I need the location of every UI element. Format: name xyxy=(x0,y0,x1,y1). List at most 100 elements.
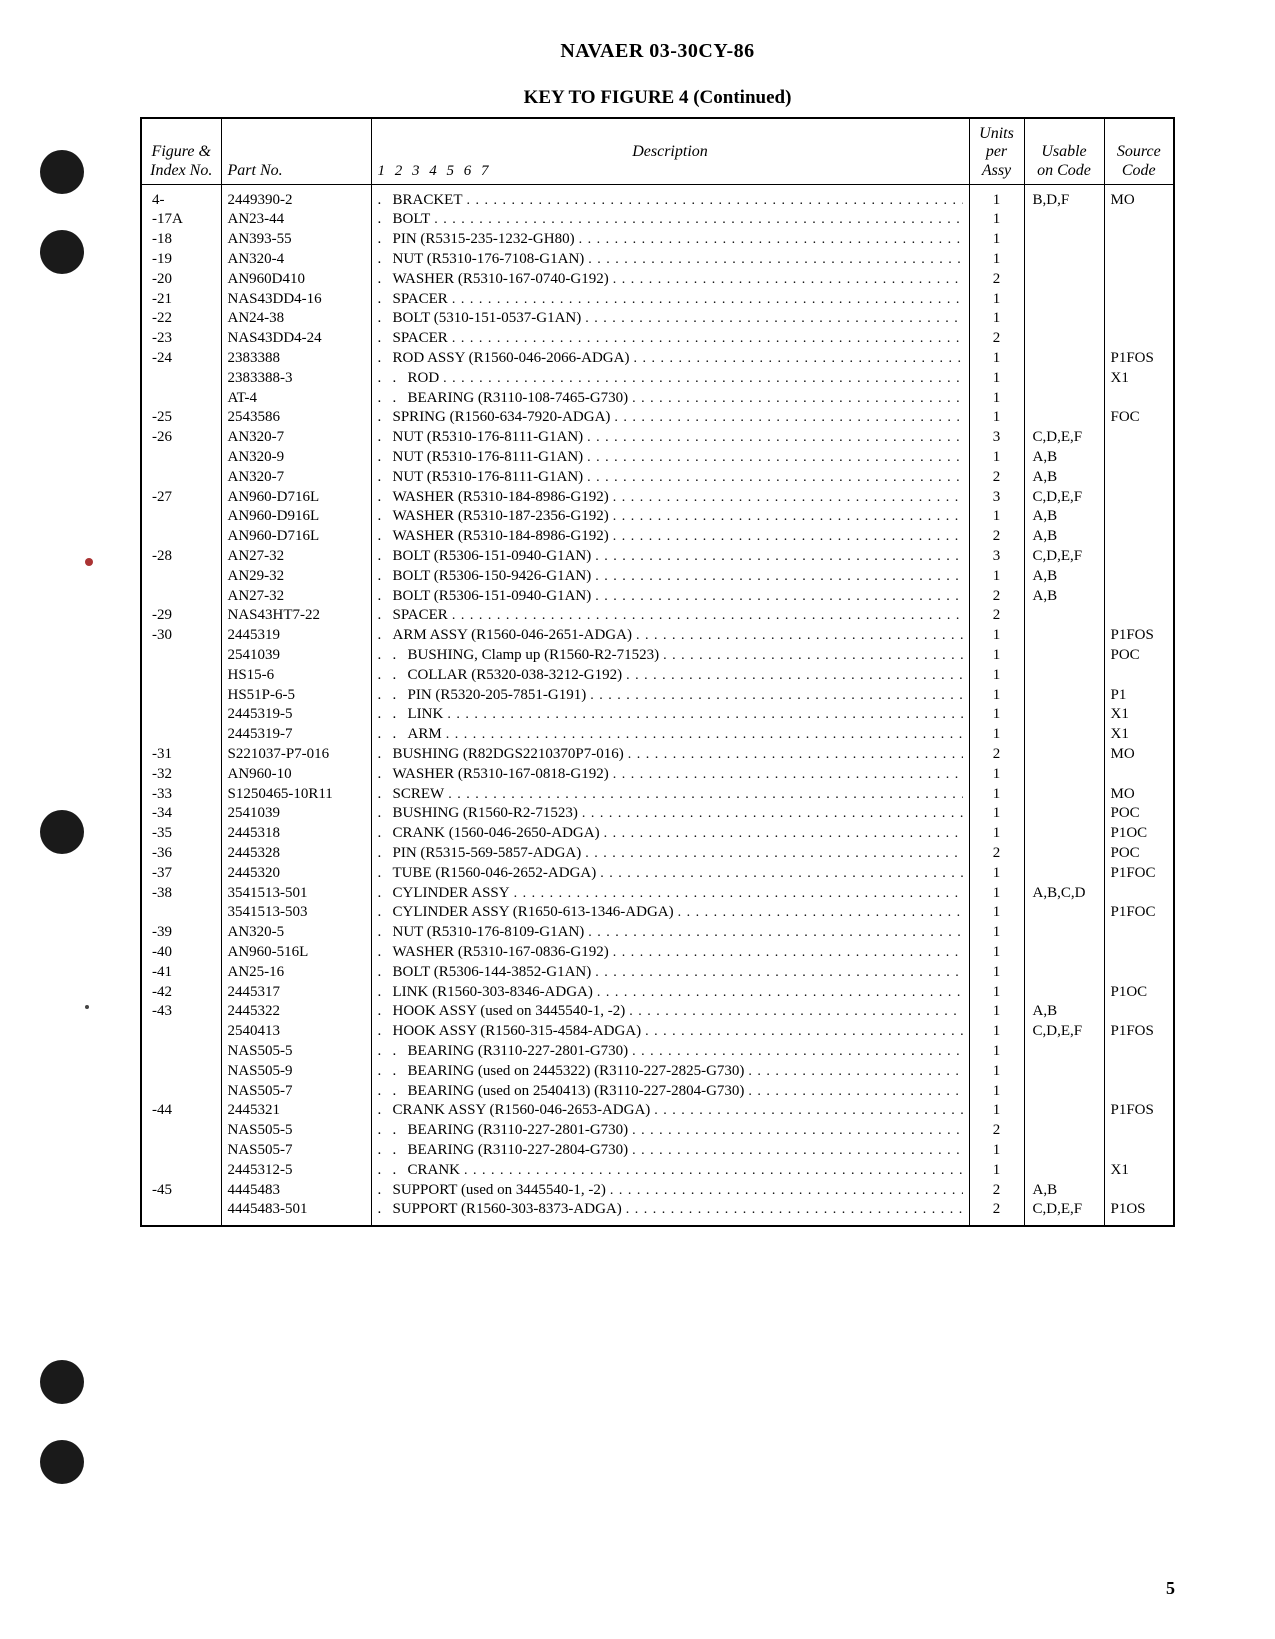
cell-figure: -40 xyxy=(141,943,221,963)
cell-units: 1 xyxy=(969,785,1024,805)
cell-figure: -24 xyxy=(141,349,221,369)
cell-source: P1OC xyxy=(1104,824,1174,844)
cell-part: 4445483-501 xyxy=(221,1200,371,1220)
cell-usable xyxy=(1024,923,1104,943)
cell-units: 1 xyxy=(969,646,1024,666)
cell-part: 2383388-3 xyxy=(221,369,371,389)
cell-figure: -31 xyxy=(141,745,221,765)
cell-source: P1FOC xyxy=(1104,903,1174,923)
cell-source: P1FOS xyxy=(1104,349,1174,369)
cell-description: . NUT (R5310-176-8111-G1AN) xyxy=(371,468,969,488)
desc-header-numbers: 1 2 3 4 5 6 7 xyxy=(376,163,492,179)
cell-figure: -37 xyxy=(141,864,221,884)
cell-description: . WASHER (R5310-184-8986-G192) xyxy=(371,488,969,508)
table-row: -39AN320-5. NUT (R5310-176-8109-G1AN) 1 xyxy=(141,923,1174,943)
cell-usable xyxy=(1024,745,1104,765)
cell-source xyxy=(1104,507,1174,527)
table-row: -242383388. ROD ASSY (R1560-046-2066-ADG… xyxy=(141,349,1174,369)
cell-part: AN960D410 xyxy=(221,270,371,290)
cell-units: 2 xyxy=(969,270,1024,290)
cell-figure: -41 xyxy=(141,963,221,983)
table-row: AT-4. . BEARING (R3110-108-7465-G730) 1 xyxy=(141,389,1174,409)
cell-description: . NUT (R5310-176-7108-G1AN) xyxy=(371,250,969,270)
cell-description: . BRACKET xyxy=(371,191,969,211)
table-row: -28AN27-32. BOLT (R5306-151-0940-G1AN) 3… xyxy=(141,547,1174,567)
cell-part: NAS43HT7-22 xyxy=(221,606,371,626)
cell-figure: -36 xyxy=(141,844,221,864)
table-row: -32AN960-10. WASHER (R5310-167-0818-G192… xyxy=(141,765,1174,785)
cell-source xyxy=(1104,943,1174,963)
cell-part: AN320-4 xyxy=(221,250,371,270)
table-row: -23NAS43DD4-24. SPACER 2 xyxy=(141,329,1174,349)
cell-part: NAS505-7 xyxy=(221,1082,371,1102)
cell-usable xyxy=(1024,725,1104,745)
cell-units: 1 xyxy=(969,349,1024,369)
cell-figure: -39 xyxy=(141,923,221,943)
cell-source xyxy=(1104,468,1174,488)
cell-description: . ARM ASSY (R1560-046-2651-ADGA) xyxy=(371,626,969,646)
cell-description: . BOLT xyxy=(371,210,969,230)
cell-description: . . BEARING (used on 2445322) (R3110-227… xyxy=(371,1062,969,1082)
cell-description: . . ROD xyxy=(371,369,969,389)
cell-source xyxy=(1104,587,1174,607)
cell-usable: C,D,E,F xyxy=(1024,1022,1104,1042)
cell-source xyxy=(1104,230,1174,250)
cell-usable: A,B xyxy=(1024,587,1104,607)
table-row: -302445319. ARM ASSY (R1560-046-2651-ADG… xyxy=(141,626,1174,646)
cell-part: 2541039 xyxy=(221,646,371,666)
table-row: NAS505-5. . BEARING (R3110-227-2801-G730… xyxy=(141,1042,1174,1062)
col-part: Part No. xyxy=(221,118,371,185)
cell-source xyxy=(1104,666,1174,686)
cell-part: 2445312-5 xyxy=(221,1161,371,1181)
cell-units: 1 xyxy=(969,983,1024,1003)
cell-description: . BOLT (R5306-150-9426-G1AN) xyxy=(371,567,969,587)
table-row: AN27-32. BOLT (R5306-151-0940-G1AN) 2A,B xyxy=(141,587,1174,607)
cell-source: MO xyxy=(1104,785,1174,805)
cell-source: X1 xyxy=(1104,1161,1174,1181)
table-row: NAS505-9. . BEARING (used on 2445322) (R… xyxy=(141,1062,1174,1082)
cell-part: S1250465-10R11 xyxy=(221,785,371,805)
cell-usable: A,B,C,D xyxy=(1024,884,1104,904)
cell-part: 2543586 xyxy=(221,408,371,428)
cell-part: AN27-32 xyxy=(221,547,371,567)
cell-usable xyxy=(1024,270,1104,290)
cell-units: 1 xyxy=(969,408,1024,428)
cell-figure: -17A xyxy=(141,210,221,230)
cell-usable xyxy=(1024,705,1104,725)
cell-figure xyxy=(141,1042,221,1062)
cell-description: . CRANK ASSY (R1560-046-2653-ADGA) xyxy=(371,1101,969,1121)
cell-usable xyxy=(1024,369,1104,389)
cell-usable: C,D,E,F xyxy=(1024,547,1104,567)
cell-description: . NUT (R5310-176-8109-G1AN) xyxy=(371,923,969,943)
cell-part: 2449390-2 xyxy=(221,191,371,211)
cell-source xyxy=(1104,250,1174,270)
cell-source: MO xyxy=(1104,191,1174,211)
cell-units: 1 xyxy=(969,864,1024,884)
cell-source: X1 xyxy=(1104,725,1174,745)
cell-figure: -38 xyxy=(141,884,221,904)
cell-units: 1 xyxy=(969,1022,1024,1042)
table-row: AN320-7. NUT (R5310-176-8111-G1AN) 2A,B xyxy=(141,468,1174,488)
table-row: NAS505-7. . BEARING (R3110-227-2804-G730… xyxy=(141,1141,1174,1161)
cell-usable xyxy=(1024,349,1104,369)
cell-units: 2 xyxy=(969,606,1024,626)
cell-figure xyxy=(141,705,221,725)
cell-part: NAS43DD4-16 xyxy=(221,290,371,310)
cell-source xyxy=(1104,1082,1174,1102)
table-row: 2445319-7. . ARM 1X1 xyxy=(141,725,1174,745)
cell-units: 1 xyxy=(969,903,1024,923)
cell-usable: A,B xyxy=(1024,527,1104,547)
cell-source: X1 xyxy=(1104,369,1174,389)
cell-units: 1 xyxy=(969,191,1024,211)
cell-source: X1 xyxy=(1104,705,1174,725)
table-row: -442445321. CRANK ASSY (R1560-046-2653-A… xyxy=(141,1101,1174,1121)
table-row: -383541513-501. CYLINDER ASSY 1A,B,C,D xyxy=(141,884,1174,904)
cell-part: AN320-5 xyxy=(221,923,371,943)
table-row: -21NAS43DD4-16. SPACER 1 xyxy=(141,290,1174,310)
table-row: -22AN24-38. BOLT (5310-151-0537-G1AN) 1 xyxy=(141,309,1174,329)
cell-units: 1 xyxy=(969,369,1024,389)
cell-part: AN320-7 xyxy=(221,468,371,488)
cell-units: 2 xyxy=(969,1181,1024,1201)
cell-units: 1 xyxy=(969,1002,1024,1022)
col-usable: Usable on Code xyxy=(1024,118,1104,185)
